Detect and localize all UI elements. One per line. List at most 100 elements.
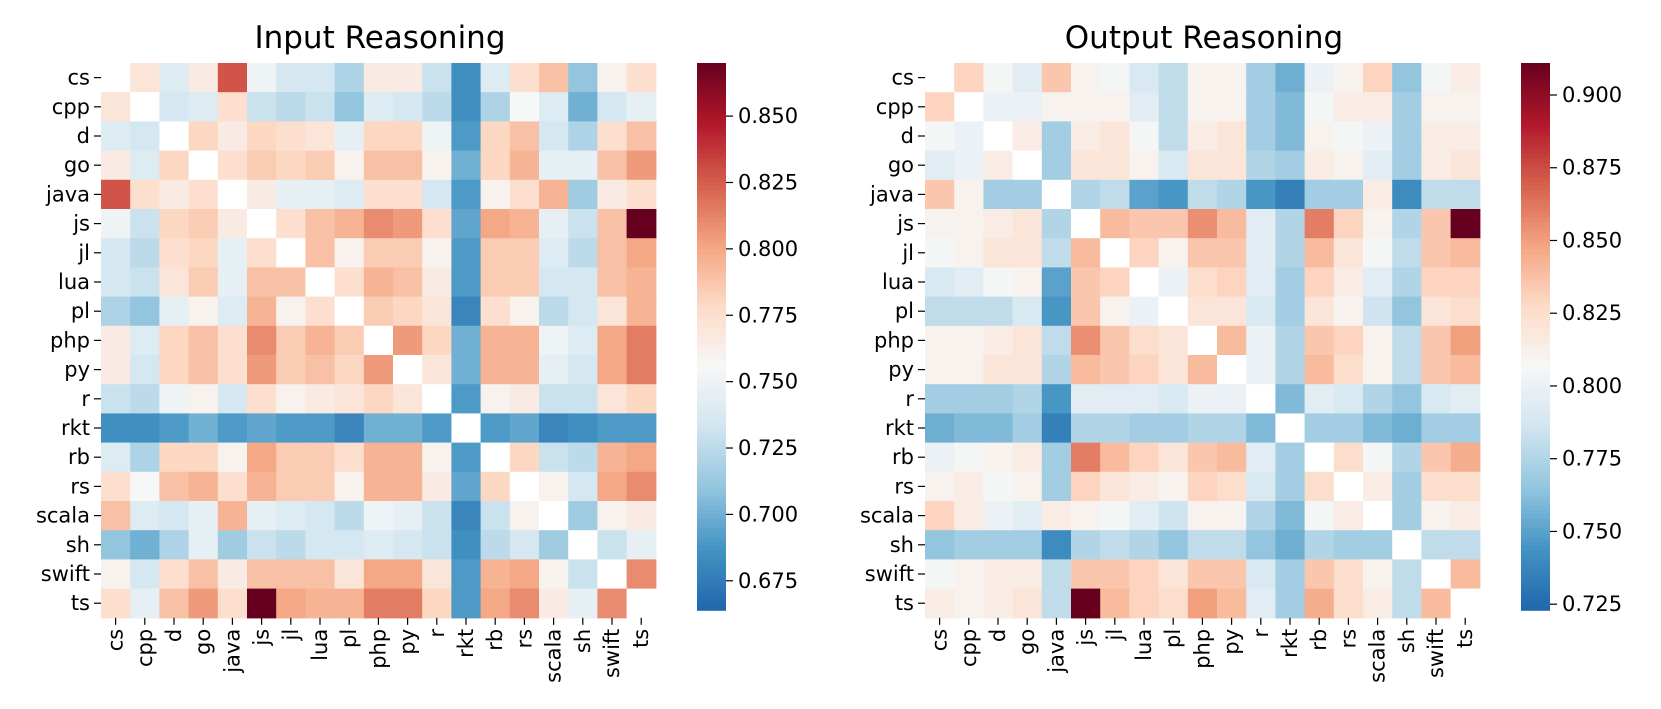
heatmap-cell xyxy=(393,92,423,122)
heatmap-cell xyxy=(1187,238,1218,268)
heatmap-cell xyxy=(305,325,336,356)
heatmap-cell xyxy=(1187,296,1218,327)
heatmap-cell xyxy=(626,63,657,93)
heatmap-cell xyxy=(626,296,657,327)
heatmap-cell xyxy=(1421,413,1452,444)
colorbar-band xyxy=(1521,587,1550,593)
heatmap-cell xyxy=(1100,179,1130,210)
colorbar-band xyxy=(697,455,726,461)
heatmap-cell xyxy=(451,559,482,590)
heatmap-cell xyxy=(363,209,394,239)
heatmap-cell xyxy=(1450,501,1481,531)
heatmap-cell xyxy=(1275,501,1306,531)
heatmap-cell xyxy=(626,530,657,560)
colorbar-band xyxy=(697,341,726,347)
colorbar-band xyxy=(1521,295,1550,301)
heatmap-cell xyxy=(276,296,306,327)
heatmap-cell xyxy=(626,384,657,414)
heatmap-cell xyxy=(1363,530,1393,560)
heatmap-cell xyxy=(422,150,452,181)
colorbar-band xyxy=(697,523,726,529)
heatmap-cell xyxy=(247,413,277,444)
heatmap-cell xyxy=(305,384,336,414)
heatmap-cell xyxy=(101,63,131,93)
heatmap-cell xyxy=(1071,442,1101,473)
heatmap-cell xyxy=(509,384,540,414)
heatmap-cell xyxy=(451,471,482,502)
colorbar-band xyxy=(697,336,726,342)
heatmap-cell xyxy=(1100,442,1130,473)
heatmap-cell xyxy=(1450,92,1481,122)
heatmap-cell xyxy=(1246,179,1276,210)
heatmap-cell xyxy=(509,325,540,356)
y-tick-label: pl xyxy=(71,299,90,323)
heatmap-cell xyxy=(954,92,984,122)
heatmap-cell xyxy=(1246,209,1276,239)
heatmap-cell xyxy=(597,121,628,152)
colorbar-band xyxy=(697,400,726,406)
heatmap-cell xyxy=(509,471,540,502)
heatmap-cell xyxy=(130,325,160,356)
heatmap-cell xyxy=(1129,63,1160,93)
colorbar-band xyxy=(697,154,726,160)
y-tick-label: rkt xyxy=(61,416,90,440)
heatmap-cell xyxy=(1012,471,1043,502)
heatmap-cell xyxy=(954,296,984,327)
heatmap-cell xyxy=(568,588,598,619)
heatmap-cell xyxy=(1012,530,1043,560)
heatmap-cell xyxy=(539,179,569,210)
colorbar-band xyxy=(1521,386,1550,392)
heatmap-cell xyxy=(1333,179,1364,210)
colorbar-band xyxy=(697,564,726,570)
heatmap-cell xyxy=(1041,92,1072,122)
colorbar-band xyxy=(697,222,726,228)
heatmap-cell xyxy=(983,413,1014,444)
colorbar-band xyxy=(697,108,726,114)
colorbar-band xyxy=(697,304,726,310)
heatmap-cell xyxy=(422,92,452,122)
heatmap-cell xyxy=(1246,63,1276,93)
heatmap-cell xyxy=(1392,296,1422,327)
heatmap-cell xyxy=(1450,355,1481,385)
colorbar-band xyxy=(697,309,726,315)
colorbar-band xyxy=(697,186,726,192)
heatmap-cell xyxy=(568,355,598,385)
heatmap-cell xyxy=(1012,92,1043,122)
heatmap-cell xyxy=(1363,63,1393,93)
heatmap-cell xyxy=(983,296,1014,327)
heatmap-cell xyxy=(1450,238,1481,268)
heatmap-cell xyxy=(1450,267,1481,298)
heatmap-cell xyxy=(597,179,628,210)
heatmap-cell xyxy=(509,121,540,152)
heatmap-cell xyxy=(626,471,657,502)
heatmap-cell xyxy=(626,325,657,356)
colorbar-band xyxy=(697,345,726,351)
heatmap-cell xyxy=(480,296,511,327)
x-tick-label: go xyxy=(1015,629,1039,655)
x-tick-label: java xyxy=(1044,629,1068,674)
heatmap-cell xyxy=(451,413,482,444)
heatmap-cell xyxy=(1363,179,1393,210)
y-tick-label: php xyxy=(874,328,914,352)
colorbar-band xyxy=(697,90,726,96)
colorbar-band xyxy=(697,500,726,506)
colorbar-band xyxy=(1521,99,1550,105)
heatmap-cell xyxy=(188,559,219,590)
colorbar-band xyxy=(1521,477,1550,484)
heatmap-cell xyxy=(1071,209,1101,239)
heatmap-cell xyxy=(363,588,394,619)
heatmap-cell xyxy=(217,121,248,152)
heatmap-cell xyxy=(480,238,511,268)
heatmap-cell xyxy=(539,413,569,444)
heatmap-cell xyxy=(1275,92,1306,122)
heatmap-cell xyxy=(393,501,423,531)
heatmap-cell xyxy=(1100,588,1130,619)
colorbar-band xyxy=(697,176,726,183)
heatmap-cell xyxy=(1217,121,1247,152)
colorbar-band xyxy=(1521,94,1550,101)
heatmap-cell xyxy=(1333,355,1364,385)
colorbar-band xyxy=(697,290,726,297)
heatmap-cell xyxy=(188,413,219,444)
y-tick-label: cs xyxy=(892,66,915,90)
heatmap-cell xyxy=(1012,413,1043,444)
